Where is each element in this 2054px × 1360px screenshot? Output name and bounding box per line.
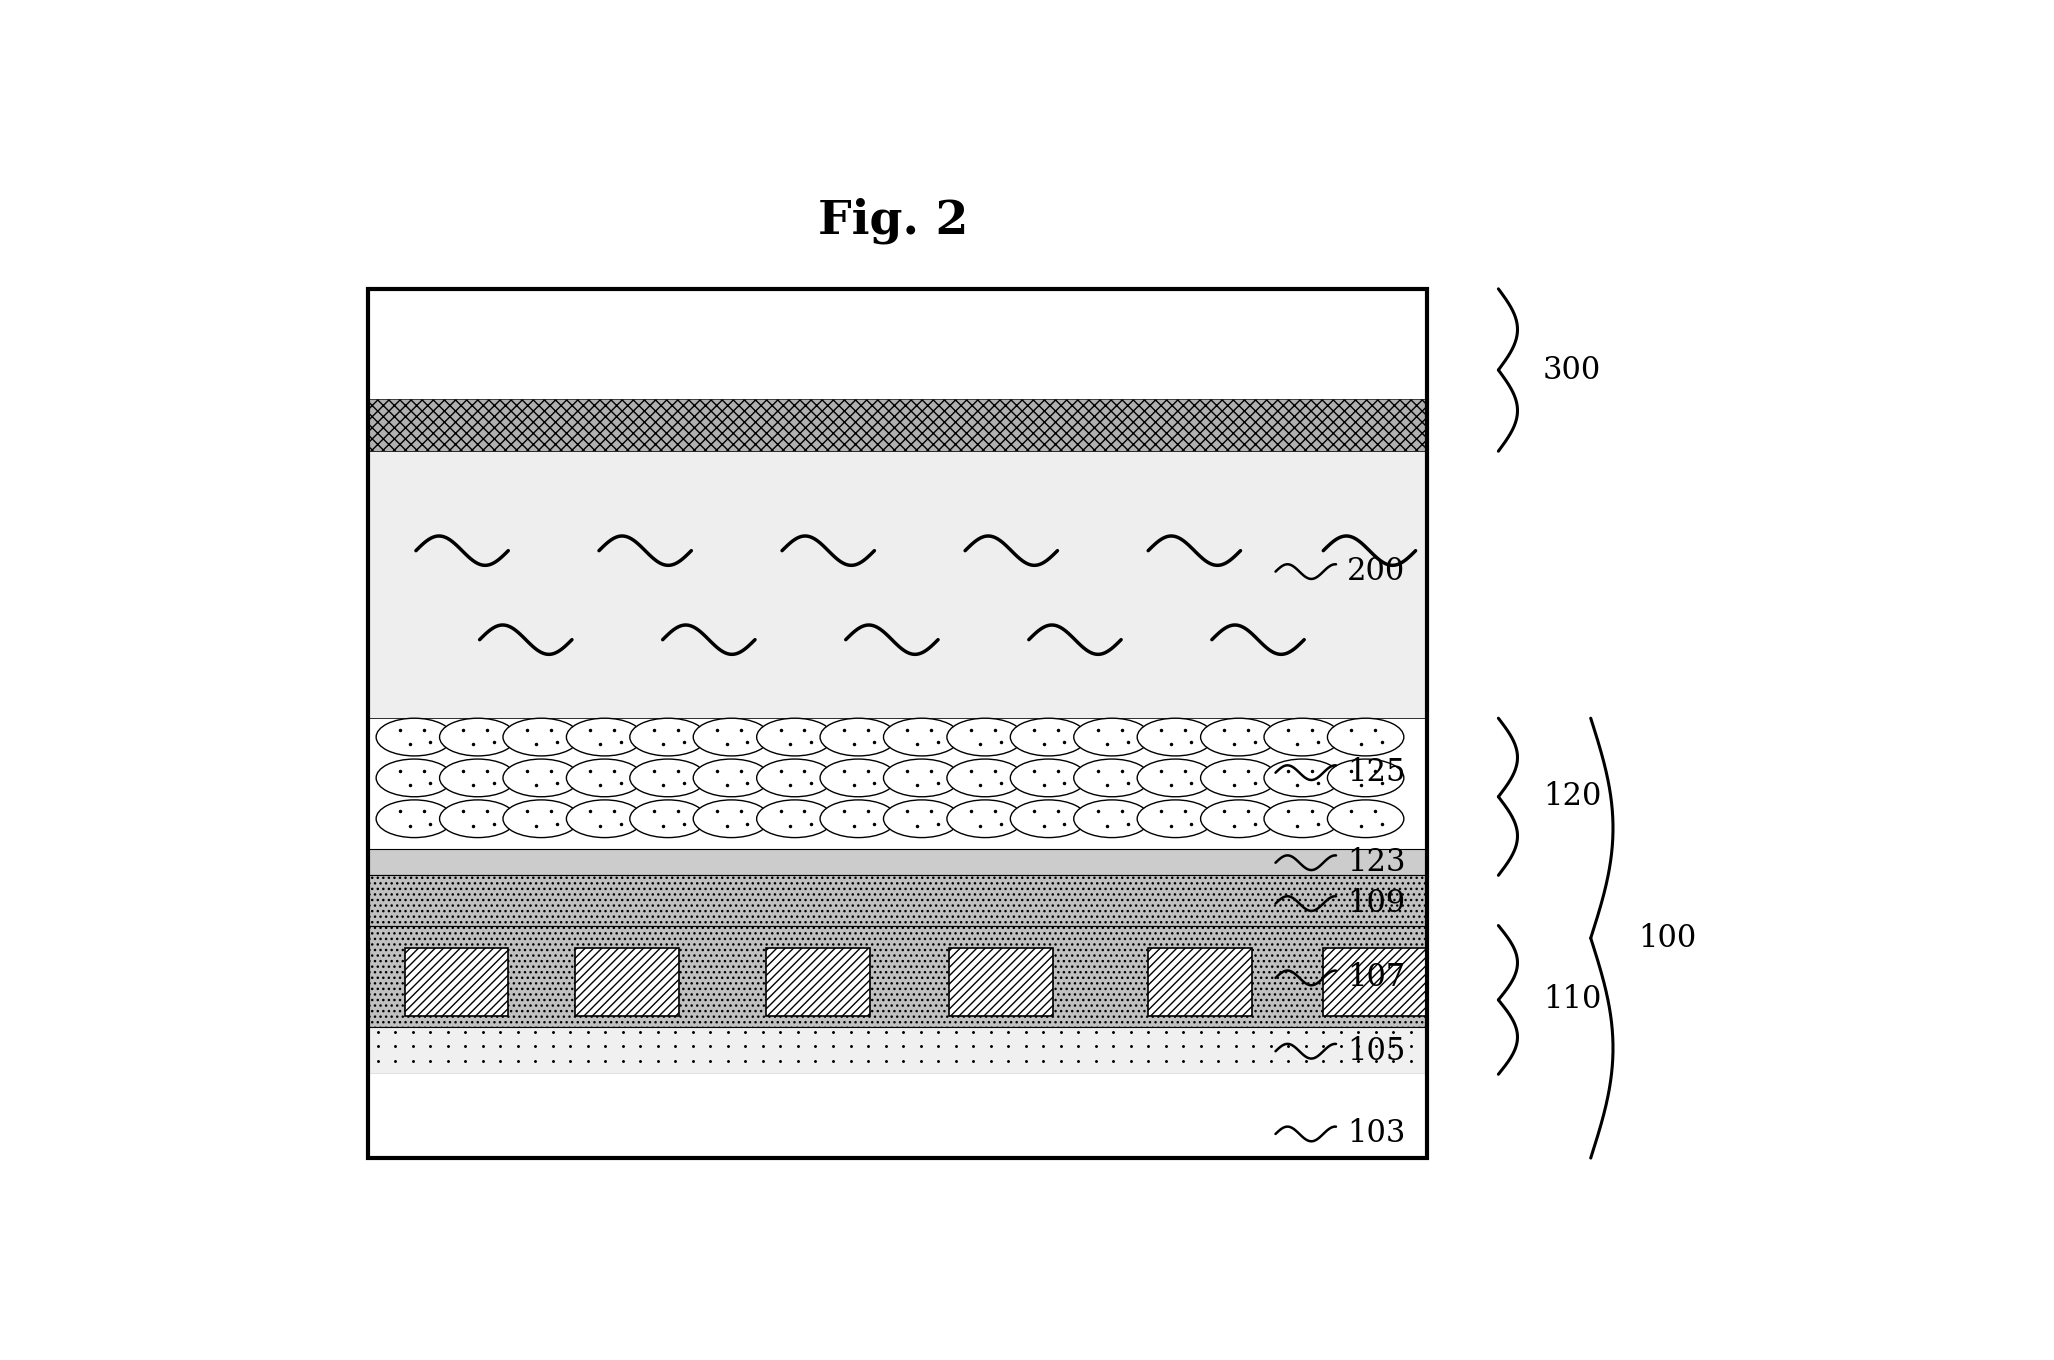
Ellipse shape: [1138, 718, 1214, 756]
Ellipse shape: [567, 800, 643, 838]
Text: 100: 100: [1639, 922, 1697, 953]
Ellipse shape: [1074, 759, 1150, 797]
Ellipse shape: [694, 718, 770, 756]
Ellipse shape: [1327, 718, 1403, 756]
Bar: [368, 398, 1428, 452]
Ellipse shape: [440, 800, 516, 838]
Ellipse shape: [947, 759, 1023, 797]
Bar: [368, 926, 1428, 1027]
Ellipse shape: [376, 800, 452, 838]
Text: 125: 125: [1347, 758, 1405, 789]
Ellipse shape: [440, 718, 516, 756]
Ellipse shape: [883, 759, 959, 797]
Text: 300: 300: [1543, 355, 1602, 385]
Bar: [405, 948, 507, 1016]
Ellipse shape: [1263, 759, 1341, 797]
Bar: [766, 948, 869, 1016]
Ellipse shape: [1202, 759, 1278, 797]
Text: 123: 123: [1347, 847, 1405, 879]
Ellipse shape: [1074, 800, 1150, 838]
Text: Fig. 2: Fig. 2: [817, 197, 969, 243]
Ellipse shape: [1011, 800, 1087, 838]
Bar: [368, 876, 1428, 926]
Ellipse shape: [756, 759, 834, 797]
Bar: [368, 288, 1428, 1159]
Ellipse shape: [1263, 800, 1341, 838]
Bar: [368, 288, 1428, 1159]
Bar: [1323, 948, 1428, 1016]
Ellipse shape: [883, 718, 959, 756]
Ellipse shape: [1327, 759, 1403, 797]
Ellipse shape: [1011, 718, 1087, 756]
Ellipse shape: [1074, 718, 1150, 756]
Text: 110: 110: [1543, 985, 1602, 1016]
Ellipse shape: [1327, 800, 1403, 838]
Text: 200: 200: [1347, 556, 1405, 588]
Text: 120: 120: [1543, 781, 1602, 812]
Bar: [368, 288, 1428, 398]
Bar: [368, 1074, 1428, 1159]
Ellipse shape: [694, 800, 770, 838]
Ellipse shape: [503, 800, 579, 838]
Bar: [368, 718, 1428, 849]
Text: 105: 105: [1347, 1036, 1405, 1066]
Ellipse shape: [1011, 759, 1087, 797]
Ellipse shape: [631, 800, 707, 838]
Bar: [575, 948, 678, 1016]
Ellipse shape: [440, 759, 516, 797]
Ellipse shape: [631, 759, 707, 797]
Bar: [368, 452, 1428, 718]
Ellipse shape: [631, 718, 707, 756]
Bar: [1148, 948, 1251, 1016]
Ellipse shape: [503, 759, 579, 797]
Ellipse shape: [503, 718, 579, 756]
Ellipse shape: [1202, 800, 1278, 838]
Ellipse shape: [376, 759, 452, 797]
Ellipse shape: [947, 800, 1023, 838]
Ellipse shape: [820, 800, 896, 838]
Text: 107: 107: [1347, 963, 1405, 993]
Ellipse shape: [376, 718, 452, 756]
Ellipse shape: [947, 718, 1023, 756]
Ellipse shape: [1138, 800, 1214, 838]
Ellipse shape: [567, 759, 643, 797]
Ellipse shape: [1202, 718, 1278, 756]
Ellipse shape: [883, 800, 959, 838]
Ellipse shape: [820, 759, 896, 797]
Ellipse shape: [820, 718, 896, 756]
Ellipse shape: [1138, 759, 1214, 797]
Ellipse shape: [1263, 718, 1341, 756]
Bar: [949, 948, 1054, 1016]
Bar: [368, 1027, 1428, 1074]
Text: 103: 103: [1347, 1118, 1405, 1149]
Ellipse shape: [756, 718, 834, 756]
Ellipse shape: [567, 718, 643, 756]
Ellipse shape: [756, 800, 834, 838]
Bar: [368, 849, 1428, 876]
Ellipse shape: [694, 759, 770, 797]
Text: 109: 109: [1347, 888, 1405, 919]
